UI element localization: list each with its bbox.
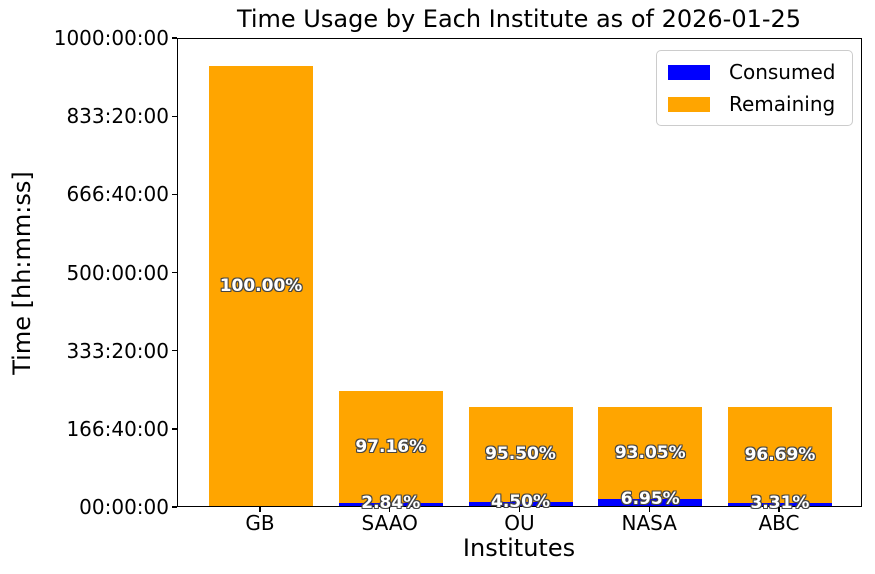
y-tick-mark-2 xyxy=(172,350,177,352)
x-tick-label-NASA: NASA xyxy=(621,511,677,535)
y-tick-label-5: 833:20:00 xyxy=(66,104,169,129)
bar-ABC: 96.69% 3.31% xyxy=(727,407,832,513)
y-tick-mark-6 xyxy=(172,37,177,39)
bar-segment-consumed-OU xyxy=(468,501,573,506)
legend-swatch-remaining xyxy=(668,96,710,112)
bar-SAAO: 97.16% 2.84% xyxy=(338,390,443,513)
bar-segment-consumed-NASA xyxy=(598,499,703,506)
bar-OU: 95.50% 4.50% xyxy=(468,407,573,512)
legend-label-remaining: Remaining xyxy=(729,92,836,116)
legend: Consumed Remaining xyxy=(656,50,853,126)
legend-item-remaining: Remaining xyxy=(668,92,841,116)
bar-segment-consumed-SAAO xyxy=(338,502,443,506)
pct-label-remaining-SAAO: 97.16% xyxy=(355,436,427,457)
pct-label-consumed-ABC: 3.31% xyxy=(750,492,810,513)
pct-label-consumed-OU: 4.50% xyxy=(491,491,550,512)
bar-segment-consumed-ABC xyxy=(727,502,832,506)
x-tick-mark-GB xyxy=(259,507,261,512)
bar-GB: 100.00% xyxy=(209,65,314,506)
bar-segment-remaining-GB xyxy=(209,65,314,506)
y-tick-mark-1 xyxy=(172,428,177,430)
x-axis-label: Institutes xyxy=(462,534,576,562)
y-tick-mark-0 xyxy=(172,506,177,508)
bar-segment-remaining-ABC xyxy=(727,407,832,503)
y-tick-label-4: 666:40:00 xyxy=(66,182,169,207)
y-tick-mark-4 xyxy=(172,193,177,196)
pct-label-remaining-NASA: 93.05% xyxy=(614,443,686,464)
pct-label-consumed-NASA: 6.95% xyxy=(620,489,680,510)
pct-label-consumed-SAAO: 2.84% xyxy=(361,492,421,513)
pct-label-remaining-ABC: 96.69% xyxy=(744,444,816,465)
y-tick-label-3: 500:00:00 xyxy=(66,260,169,285)
plot-area: 100.00% 97.16% 2.84% 95.50% 4.50% 93.05% 6.95%… xyxy=(177,38,862,513)
x-tick-mark-SAAO xyxy=(389,507,391,512)
x-tick-label-OU: OU xyxy=(504,511,535,535)
y-tick-mark-3 xyxy=(172,271,177,274)
y-tick-label-2: 333:20:00 xyxy=(66,338,169,363)
pct-label-remaining-OU: 95.50% xyxy=(485,444,556,465)
x-tick-mark-NASA xyxy=(648,507,650,512)
x-tick-mark-ABC xyxy=(778,507,780,512)
legend-swatch-consumed xyxy=(668,64,710,80)
chart-title: Time Usage by Each Institute as of 2026-… xyxy=(236,5,802,33)
x-tick-label-GB: GB xyxy=(245,511,275,535)
bar-segment-remaining-SAAO xyxy=(338,390,443,503)
bar-segment-remaining-NASA xyxy=(598,407,703,500)
x-tick-label-SAAO: SAAO xyxy=(361,511,418,535)
legend-item-consumed: Consumed xyxy=(668,60,841,84)
y-tick-label-1: 166:40:00 xyxy=(66,416,169,441)
y-tick-label-6: 1000:00:00 xyxy=(53,26,169,50)
bar-NASA: 93.05% 6.95% xyxy=(598,407,703,510)
x-tick-mark-OU xyxy=(518,507,521,512)
legend-label-consumed: Consumed xyxy=(729,60,836,84)
y-tick-mark-5 xyxy=(172,115,177,117)
x-tick-label-ABC: ABC xyxy=(758,511,800,535)
y-tick-label-0: 00:00:00 xyxy=(79,495,169,519)
bar-segment-remaining-OU xyxy=(468,407,573,502)
pct-label-remaining-GB: 100.00% xyxy=(219,275,303,296)
